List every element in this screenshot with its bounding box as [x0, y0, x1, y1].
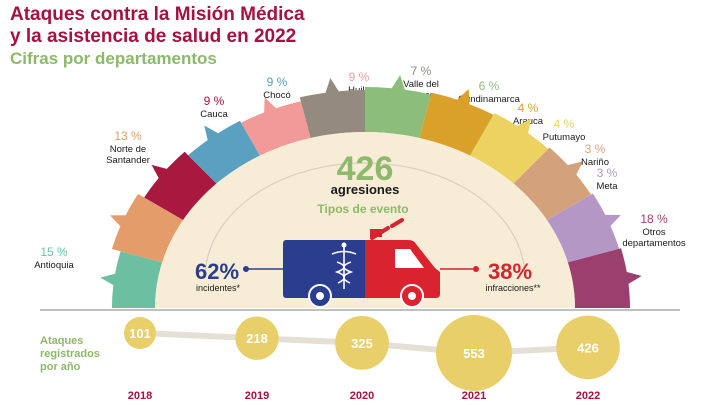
arc-slice-8 — [419, 89, 494, 156]
incidents-percentage: 62% — [195, 259, 239, 284]
arc-slice-4 — [188, 120, 260, 184]
title-line-1: Ataques contra la Misión Médica — [10, 4, 305, 25]
slice-name-label: Cauca — [200, 109, 228, 120]
arc-slice-7 — [365, 75, 431, 138]
slice-percentage-label: 4 % — [518, 101, 539, 115]
slice-name-label: Meta — [596, 181, 618, 192]
arc-slice-3 — [144, 151, 217, 220]
arc-slice-12 — [567, 248, 642, 308]
incidents-dot — [243, 266, 249, 272]
slice-percentage-label: 9 % — [204, 94, 225, 108]
slice-percentage-label: 7 % — [411, 64, 432, 78]
slice-name-label: Antioquia — [34, 260, 74, 271]
slice-percentage-label: 3 % — [585, 142, 606, 156]
ambulance-icon — [283, 218, 440, 308]
title-line-2: y la asistencia de salud en 2022 — [10, 26, 297, 47]
slice-percentage-label: 15 % — [40, 245, 68, 259]
arc-slice-10 — [513, 147, 591, 220]
arc-slice-5 — [241, 97, 311, 156]
year-tick-label: 2021 — [462, 390, 486, 402]
infractions-label: infracciones** — [485, 283, 541, 293]
yearly-label-line-1: Ataques — [40, 335, 83, 347]
slice-percentage-label: 3 % — [597, 166, 618, 180]
slice-name-label: Putumayo — [543, 132, 586, 143]
year-tick-label: 2022 — [576, 390, 600, 402]
page-subtitle: Cifras por departamentos — [10, 49, 217, 68]
year-bubble — [335, 316, 389, 370]
slice-name-label: Norte de Santander — [106, 144, 150, 166]
slice-name-label: Cundinamarca — [458, 94, 520, 105]
yearly-label-line-2: registrados — [40, 348, 100, 360]
slice-percentage-label: 9 % — [267, 75, 288, 89]
slice-name-label: Otros departamentos — [622, 227, 686, 249]
slice-name-label: Nariño — [581, 157, 609, 168]
arc-slice-9 — [470, 113, 549, 184]
year-bubble-value: 218 — [246, 331, 268, 346]
year-bubble — [235, 316, 279, 360]
year-tick-label: 2018 — [128, 390, 152, 402]
inner-half-disc — [155, 132, 575, 308]
slice-percentage-label: 4 % — [554, 117, 575, 131]
year-bubble-value: 101 — [129, 326, 151, 341]
year-bubble-value: 325 — [351, 336, 373, 351]
slice-name-label: Chocó — [263, 90, 290, 101]
year-bubble — [124, 317, 156, 349]
year-bubble-value: 553 — [463, 346, 485, 361]
slice-percentage-label: 18 % — [640, 212, 668, 226]
year-tick-label: 2019 — [245, 390, 269, 402]
total-label: agresiones — [331, 182, 400, 197]
arc-slice-6 — [299, 78, 365, 138]
slice-percentage-label: 13 % — [114, 129, 142, 143]
year-tick-label: 2020 — [350, 390, 374, 402]
yearly-bubbles: 101 2018 218 2019 325 2020 553 2021 426 2022 — [124, 315, 620, 402]
types-label: Tipos de evento — [317, 202, 408, 216]
slice-percentage-label: 6 % — [479, 79, 500, 93]
infractions-dot — [473, 266, 479, 272]
slice-percentage-label: 9 % — [349, 70, 370, 84]
yearly-label: Ataques registrados por año — [40, 335, 103, 373]
arc-slice-11 — [546, 193, 621, 263]
arc-slice-1 — [100, 251, 163, 308]
year-bubble-value: 426 — [577, 340, 599, 355]
page-title: Ataques contra la Misión Médica y la asi… — [10, 4, 305, 48]
total-number: 426 — [337, 150, 394, 188]
event-types-guide-arc — [204, 162, 526, 279]
year-bubble — [556, 315, 620, 380]
year-bubble — [436, 315, 512, 391]
infractions-percentage: 38% — [488, 259, 532, 284]
yearly-label-line-3: por año — [40, 361, 81, 373]
incidents-label: incidentes* — [196, 283, 241, 293]
arc-slice-2 — [110, 194, 184, 263]
